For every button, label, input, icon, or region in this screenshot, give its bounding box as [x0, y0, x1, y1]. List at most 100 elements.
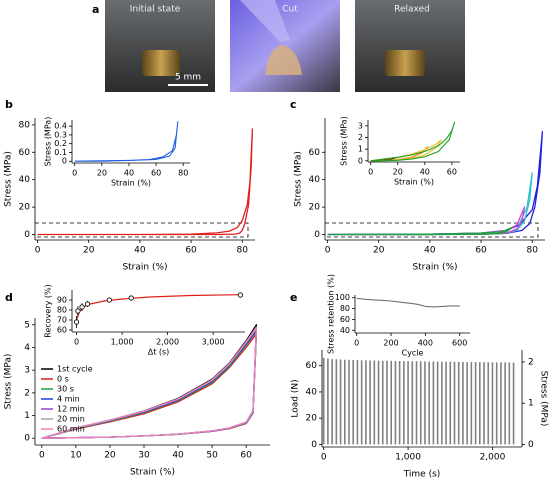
x-tick-label: 600	[452, 339, 467, 348]
y-axis-label: Stress (MPa)	[4, 151, 14, 207]
x-tick-label: 400	[418, 339, 433, 348]
data-line	[76, 294, 241, 321]
y-tick-label: 20	[19, 203, 31, 213]
x-tick-label: 40	[124, 169, 134, 178]
panel-label: a	[92, 3, 99, 16]
sample	[385, 50, 425, 76]
legend-label: 1st cycle	[57, 365, 93, 374]
data-point	[106, 297, 112, 303]
y-tick-label: 3	[358, 121, 363, 130]
x-tick-label: 20	[393, 168, 403, 177]
y-tick-label: 40	[340, 326, 350, 335]
y-tick-label: 2	[24, 388, 30, 398]
y-axis-label: Recovery (%)	[44, 284, 53, 337]
x-tick-label: 1,000	[395, 453, 421, 463]
panel-label: b	[5, 98, 13, 111]
legend-label: 4 min	[57, 395, 80, 404]
x-tick-label: 60	[240, 451, 252, 461]
y-tick-label: 60	[306, 361, 318, 371]
y-axis-label: Stress (MPa)	[294, 151, 304, 207]
x-tick-label: 0	[74, 338, 79, 347]
photo-label: Initial state	[130, 5, 181, 15]
x-tick-label: 80	[178, 169, 188, 178]
y-axis-label: Load (N)	[291, 379, 301, 417]
inset-background	[70, 288, 247, 334]
data-line	[327, 227, 513, 236]
y-tick-label: 0	[358, 156, 363, 165]
y-tick-label: 0	[62, 157, 67, 166]
data-point	[79, 304, 85, 310]
sample	[142, 50, 180, 76]
x-tick-label: 0	[321, 453, 327, 463]
x-tick-label: 60	[447, 168, 457, 177]
zoom-box	[35, 222, 249, 238]
y-tick-label: 90	[57, 296, 67, 305]
y-axis-label: Stress (MPa)	[4, 354, 14, 410]
sample	[265, 45, 302, 75]
y2-tick-label: 2	[528, 357, 534, 367]
x-axis-label: Strain (%)	[412, 263, 457, 273]
x-tick-label: 40	[172, 451, 184, 461]
x-tick-label: 40	[420, 168, 430, 177]
data-point	[73, 319, 80, 325]
x-tick-label: 60	[151, 169, 161, 178]
x-tick-label: 0	[354, 339, 359, 348]
legend-label: 30 s	[57, 385, 74, 394]
x-tick-label: 20	[83, 246, 95, 256]
y2-tick-label: 0	[528, 440, 534, 450]
y-tick-label: 80	[57, 306, 67, 315]
x-tick-label: 20	[104, 451, 116, 461]
legend-label: 0 s	[57, 375, 69, 384]
x-tick-label: 0	[72, 169, 77, 178]
photo	[105, 0, 215, 92]
y-tick-label: 40	[309, 175, 321, 185]
data-line	[41, 326, 258, 439]
x-tick-label: 50	[206, 451, 218, 461]
y-tick-label: 20	[306, 414, 318, 424]
y-tick-label: 80	[340, 304, 350, 313]
data-line	[74, 121, 179, 162]
panel-a: a 5 mm Initial state Cut Relaxed	[92, 0, 465, 92]
y-tick-label: 1	[358, 145, 363, 154]
panel-label: c	[290, 98, 297, 111]
x-tick-label: 3,000	[202, 338, 225, 347]
y-tick-label: 0.4	[54, 122, 67, 131]
x-tick-label: 1,000	[111, 338, 134, 347]
x-axis-label: Strain (%)	[394, 178, 434, 187]
y-axis-label: Stress retention (%)	[327, 274, 336, 354]
y-axis-label: Stress (MPa)	[340, 116, 349, 166]
x-tick-label: 40	[134, 246, 146, 256]
x-tick-label: 0	[35, 246, 41, 256]
y-tick-label: 20	[309, 203, 321, 213]
x-tick-label: 80	[526, 246, 538, 256]
glove	[240, 0, 290, 42]
y-tick-label: 3	[24, 366, 30, 376]
data-line	[356, 297, 460, 308]
y2-tick-label: 1	[528, 399, 534, 409]
photo-label: Relaxed	[394, 5, 430, 15]
legend-label: 20 min	[57, 415, 85, 424]
legend-label: 60 min	[57, 425, 85, 434]
y-tick-label: 40	[19, 175, 31, 185]
y-tick-label: 5	[24, 320, 30, 330]
y-tick-label: 60	[57, 326, 67, 335]
y-tick-label: 1	[24, 411, 30, 421]
panel-label: d	[5, 291, 13, 304]
panel-label: e	[290, 291, 297, 304]
legend-label: 12 min	[57, 405, 85, 414]
inset-background	[70, 118, 192, 165]
x-axis-label: Strain (%)	[122, 263, 167, 273]
x-axis-label: Strain (%)	[130, 468, 175, 478]
y-tick-label: 0.3	[54, 130, 67, 139]
x-tick-label: 0	[325, 246, 331, 256]
x-tick-label: 0	[368, 168, 373, 177]
y-tick-label: 0	[314, 230, 320, 240]
y-tick-label: 60	[19, 148, 31, 158]
x-tick-label: 30	[138, 451, 150, 461]
data-line	[37, 128, 254, 236]
data-line	[370, 121, 456, 162]
y2-axis-label: Stress (MPa)	[539, 371, 549, 427]
data-point	[75, 308, 81, 314]
y-tick-label: 2	[358, 133, 363, 142]
